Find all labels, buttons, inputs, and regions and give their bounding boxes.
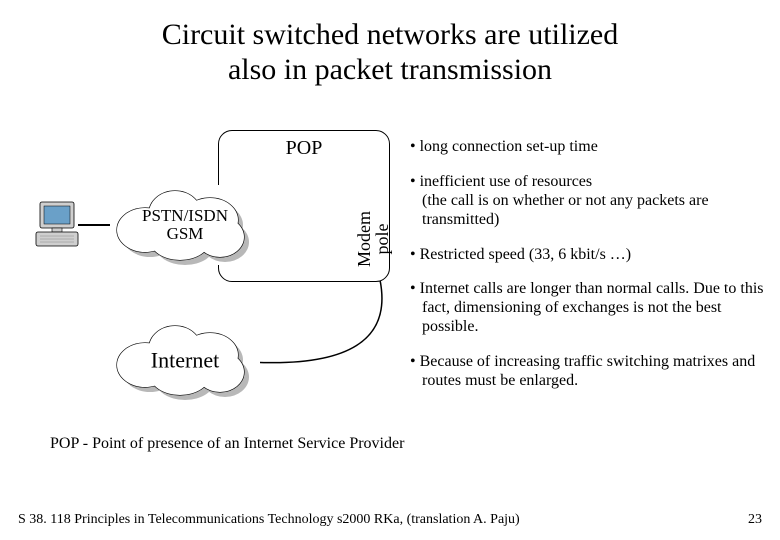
footer-course: S 38. 118 Principles in Telecommunicatio… — [18, 512, 520, 528]
internet-cloud-label: Internet — [151, 348, 219, 371]
footer-page-number: 23 — [748, 512, 762, 528]
bullet-item: Restricted speed (33, 6 kbit/s …) — [410, 246, 765, 265]
pop-label: POP — [286, 137, 323, 160]
pstn-cloud-label: PSTN/ISDN GSM — [142, 207, 228, 243]
bullet-item: long connection set-up time — [410, 138, 765, 157]
bullet-item: inefficient use of resources (the call i… — [410, 173, 765, 230]
computer-icon — [30, 198, 86, 254]
bullet-item: Because of increasing traffic switching … — [410, 353, 765, 391]
slide-title: Circuit switched networks are utilized a… — [0, 0, 780, 87]
slide-footer: S 38. 118 Principles in Telecommunicatio… — [18, 512, 762, 528]
internet-cloud: Internet — [110, 320, 260, 400]
bullet-item: Internet calls are longer than normal ca… — [410, 280, 765, 337]
modem-pole-label: Modem pole — [355, 211, 391, 267]
title-line-1: Circuit switched networks are utilized — [162, 18, 619, 51]
pop-definition: POP - Point of presence of an Internet S… — [50, 435, 420, 453]
network-diagram: POP Modem pole — [30, 120, 410, 420]
bullet-list: long connection set-up time inefficient … — [410, 138, 765, 407]
title-line-2: also in packet transmission — [228, 53, 552, 86]
pstn-cloud: PSTN/ISDN GSM — [110, 185, 260, 265]
